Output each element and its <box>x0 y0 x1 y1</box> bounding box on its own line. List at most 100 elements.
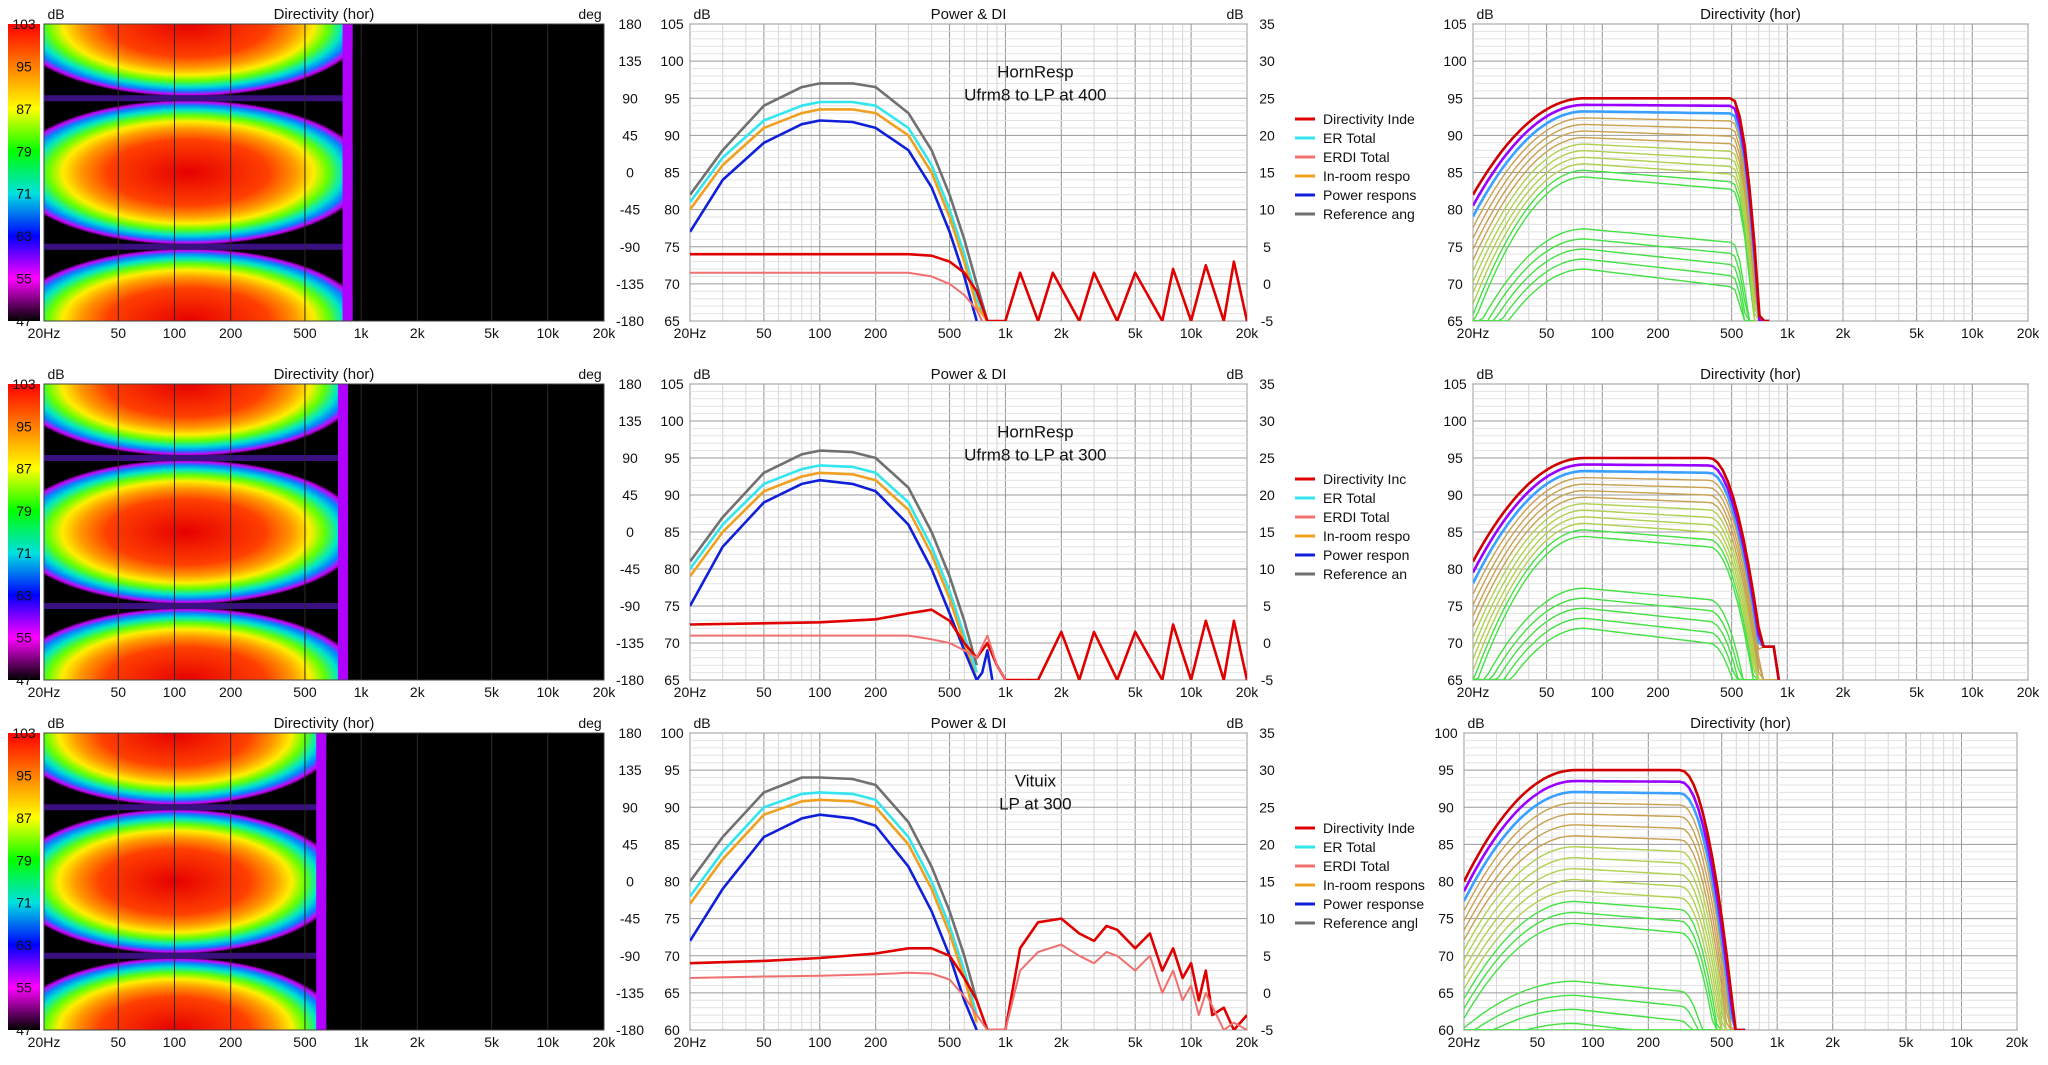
y-tick-label-left: 60 <box>1438 1022 1454 1038</box>
colorbar-label: 47 <box>16 1022 32 1038</box>
y-tick-label-right: 15 <box>1259 165 1275 181</box>
fan-curve <box>1473 268 1770 321</box>
x-tick-label: 20Hz <box>674 325 707 341</box>
series-line-er-total <box>690 100 989 321</box>
y-unit-right: dB <box>1226 715 1243 731</box>
x-tick-label: 10k <box>1961 325 1985 341</box>
y-tick-label-left: 85 <box>1447 165 1463 181</box>
legend-label: Power respon <box>1323 547 1409 563</box>
x-tick-label: 5k <box>1128 325 1144 341</box>
series-line-power-response <box>690 478 994 680</box>
y-tick-label-left: 90 <box>1447 127 1463 143</box>
colorbar-label: 63 <box>16 228 32 244</box>
series-line-power-response <box>690 119 978 321</box>
x-tick-label: 50 <box>756 684 772 700</box>
y-tick-label-left: 70 <box>1447 276 1463 292</box>
y-tick-label-left: 70 <box>1438 948 1454 964</box>
x-tick-label: 50 <box>110 1034 126 1050</box>
y-tick-label-left: 80 <box>1447 561 1463 577</box>
y-tick-label-left: 80 <box>1438 874 1454 890</box>
y-tick-label-left: 85 <box>664 165 680 181</box>
y-tick-label-left: 65 <box>1438 985 1454 1001</box>
y-tick-label-left: 75 <box>664 911 680 927</box>
fan-curve <box>1473 463 1781 680</box>
y-unit-left: dB <box>47 6 64 22</box>
colorbar-label: 87 <box>16 101 32 117</box>
y-tick-label-left: 65 <box>664 672 680 688</box>
x-tick-label: 100 <box>163 325 187 341</box>
y-tick-label-left: 105 <box>1443 16 1467 32</box>
y-tick-label-left: 75 <box>664 598 680 614</box>
fan-curve <box>1473 522 1779 680</box>
x-tick-label: 50 <box>1539 325 1555 341</box>
y-tick-label-left: 95 <box>664 762 680 778</box>
x-tick-label: 2k <box>1054 684 1070 700</box>
x-tick-label: 200 <box>1646 325 1670 341</box>
x-tick-label: 200 <box>864 1034 888 1050</box>
fan-curve <box>1473 123 1770 321</box>
colorbar-label: 103 <box>12 376 36 392</box>
y-tick-label-right: 35 <box>1259 725 1275 741</box>
heatmap-lobes <box>44 384 348 680</box>
y-tick-label-right: -45 <box>620 202 640 218</box>
fan-curve <box>1464 911 1746 1030</box>
y-tick-label-left: 100 <box>1443 53 1467 69</box>
heatmap-null-band <box>44 952 327 959</box>
y-tick-label-right: 35 <box>1259 376 1275 392</box>
x-tick-label: 10k <box>1950 1034 1974 1050</box>
legend-label: ER Total <box>1323 839 1376 855</box>
fan-curve <box>1464 813 1746 1030</box>
x-tick-label: 2k <box>1054 325 1070 341</box>
heatmap-null-band <box>44 603 348 609</box>
y-tick-label-right: -180 <box>616 313 644 329</box>
chart-title: Directivity (hor) <box>274 715 375 732</box>
heatmap-lobes <box>44 24 353 321</box>
y-tick-label-left: 65 <box>664 313 680 329</box>
x-tick-label: 2k <box>410 1034 426 1050</box>
colorbar-label: 55 <box>16 630 32 646</box>
y-tick-label-right: 15 <box>1259 874 1275 890</box>
fan-curve <box>1464 1022 1746 1030</box>
fan-curve <box>1464 889 1746 1030</box>
x-tick-label: 20Hz <box>28 684 61 700</box>
colorbar-label: 95 <box>16 58 32 74</box>
legend-label: Reference angl <box>1323 915 1418 931</box>
legend-label: In-room respons <box>1323 877 1425 893</box>
x-tick-label: 2k <box>1825 1034 1841 1050</box>
y-tick-label-left: 80 <box>664 202 680 218</box>
x-tick-label: 500 <box>1720 325 1744 341</box>
series-line-in-room-response <box>690 798 978 1023</box>
chart-title: Power & DI <box>931 366 1007 383</box>
legend-label: Directivity Inde <box>1323 820 1415 836</box>
y-tick-label-right: 5 <box>1263 948 1271 964</box>
heatmap-panel: 103 95 87 79 71 63 55 47 dB Directivity (hor) deg 1… <box>8 715 644 1050</box>
x-tick-label: 10k <box>537 325 561 341</box>
y-tick-label-left: 100 <box>660 725 684 741</box>
series-line-erdi-total <box>690 943 1247 1030</box>
fan-lines <box>1473 97 1770 321</box>
x-tick-label: 50 <box>756 325 772 341</box>
colorbar-label: 71 <box>16 545 32 561</box>
series-line-reference-angle <box>690 449 978 666</box>
y-tick-label-right: 25 <box>1259 90 1275 106</box>
x-tick-label: 20k <box>1236 325 1260 341</box>
fan-curve <box>1473 97 1770 321</box>
directivity-panel: dB Directivity (hor)100959085807570656020… <box>1434 715 2029 1050</box>
x-tick-label: 200 <box>864 684 888 700</box>
heatmap-lobe <box>44 459 348 605</box>
fan-curve <box>1473 509 1779 680</box>
fan-curve <box>1464 790 1746 1030</box>
heatmap-cutoff-edge <box>337 384 348 680</box>
fan-curve <box>1464 922 1746 1030</box>
legend-label: Reference an <box>1323 566 1407 582</box>
fan-curve <box>1473 489 1779 680</box>
y-tick-label-right: 45 <box>622 127 638 143</box>
heatmap-lobe <box>44 24 353 97</box>
y-tick-label-right: 25 <box>1259 450 1275 466</box>
series-line-reference-angle <box>690 82 989 321</box>
y-tick-label-left: 75 <box>1447 598 1463 614</box>
y-tick-label-right: 20 <box>1259 127 1275 143</box>
x-tick-label: 200 <box>1646 684 1670 700</box>
legend: Directivity Inc ER Total ERDI Total In-room… <box>1295 471 1410 582</box>
